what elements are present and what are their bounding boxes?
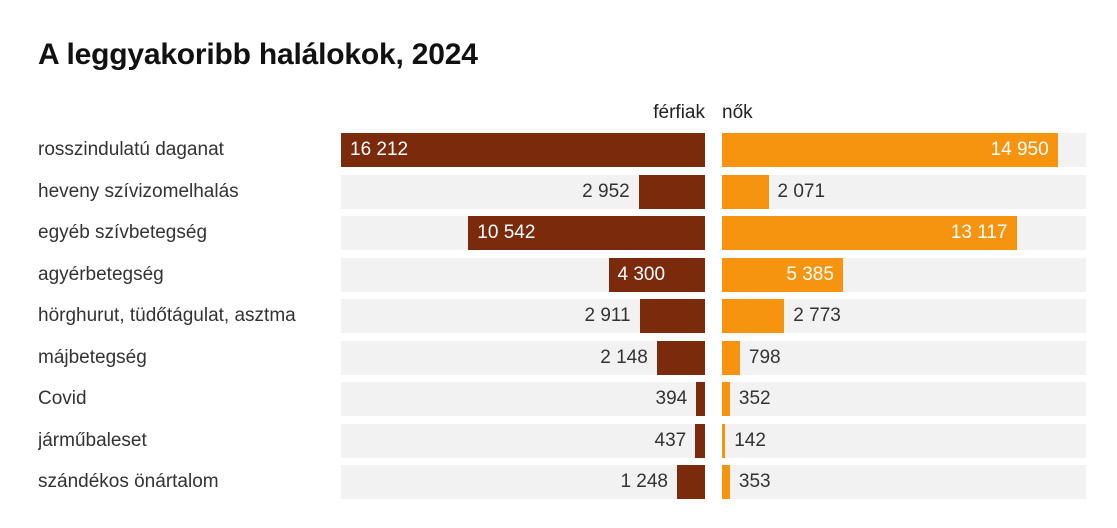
men-value-label: 2 911 [584, 305, 631, 326]
men-bar-track: 10 542 [341, 216, 705, 250]
women-bar-track: 2 773 [722, 299, 1086, 333]
chart-row: Covid 394 352 [0, 382, 1117, 416]
women-bar [722, 382, 730, 416]
chart-row: májbetegség 2 148 798 [0, 340, 1117, 375]
women-bar-track: 2 071 [722, 174, 1086, 209]
chart-title: A leggyakoribb halálokok, 2024 [38, 38, 478, 71]
women-value-label: 142 [734, 429, 766, 451]
chart-row: hörghurut, tüdőtágulat, asztma 2 911 2 773 [0, 299, 1117, 333]
men-bar [608, 257, 705, 292]
category-label: hörghurut, tüdőtágulat, asztma [38, 305, 296, 326]
category-label: járműbaleset [38, 429, 147, 451]
men-bar [468, 216, 705, 250]
men-bar [696, 382, 705, 416]
men-value-label: 1 248 [620, 471, 668, 492]
women-bar-track: 14 950 [722, 133, 1086, 167]
women-value-label: 352 [738, 388, 771, 409]
men-bar [341, 133, 705, 167]
category-label: heveny szívizomelhalás [38, 180, 239, 202]
men-bar-track: 2 911 [341, 299, 705, 333]
men-bar-track: 394 [341, 382, 705, 416]
women-value-label: 13 117 [950, 222, 1008, 243]
women-column-header: nők [722, 102, 753, 123]
women-bar [722, 174, 769, 209]
category-label: Covid [38, 388, 87, 409]
chart-row: szándékos önártalom 1 248 353 [0, 465, 1117, 499]
men-value-label: 437 [654, 429, 687, 451]
women-bar [722, 465, 730, 499]
men-bar-track: 4 300 [341, 257, 705, 292]
chart-row: járműbaleset 437 142 [0, 423, 1117, 458]
men-value-label: 2 952 [582, 180, 630, 202]
category-label: májbetegség [38, 346, 147, 368]
women-value-label: 14 950 [990, 139, 1049, 160]
chart-row: agyérbetegség 4 300 5 385 [0, 257, 1117, 292]
women-bar [722, 133, 1058, 167]
chart-row: heveny szívizomelhalás 2 952 2 071 [0, 174, 1117, 209]
men-bar [677, 465, 705, 499]
men-value-label: 394 [655, 388, 688, 409]
women-bar [722, 216, 1017, 250]
men-bar-track: 2 148 [341, 340, 705, 375]
women-bar-track: 13 117 [722, 216, 1086, 250]
women-value-label: 5 385 [786, 263, 834, 285]
chart-row: rosszindulatú daganat 16 212 14 950 [0, 133, 1117, 167]
women-bar-track: 142 [722, 423, 1086, 458]
women-bar-track: 353 [722, 465, 1086, 499]
men-bar-track: 16 212 [341, 133, 705, 167]
men-value-label: 2 148 [600, 346, 648, 368]
women-bar-track: 798 [722, 340, 1086, 375]
women-bar-track: 5 385 [722, 257, 1086, 292]
category-label: egyéb szívbetegség [38, 222, 208, 243]
women-bar [722, 257, 843, 292]
men-bar-track: 437 [341, 423, 705, 458]
men-value-label: 16 212 [350, 139, 409, 160]
category-label: szándékos önártalom [38, 471, 219, 492]
men-bar [638, 174, 705, 209]
women-bar [722, 340, 740, 375]
women-value-label: 353 [738, 471, 771, 492]
category-label: rosszindulatú daganat [38, 139, 224, 160]
men-bar [639, 299, 705, 333]
men-bar [695, 423, 705, 458]
men-bar-track: 1 248 [341, 465, 705, 499]
category-label: agyérbetegség [38, 263, 164, 285]
women-value-label: 2 071 [777, 180, 826, 202]
women-value-label: 798 [748, 346, 781, 368]
men-bar-track: 2 952 [341, 174, 705, 209]
women-bar [722, 299, 785, 333]
men-column-header: férfiak [653, 102, 705, 123]
men-value-label: 10 542 [477, 222, 536, 243]
chart-row: egyéb szívbetegség 10 542 13 117 [0, 216, 1117, 250]
women-bar [722, 423, 726, 458]
women-bar-track: 352 [722, 382, 1086, 416]
chart-rows: rosszindulatú daganat 16 212 14 950 heveny … [0, 133, 1117, 499]
men-bar [656, 340, 705, 375]
men-value-label: 4 300 [617, 263, 666, 285]
women-value-label: 2 773 [793, 305, 841, 326]
